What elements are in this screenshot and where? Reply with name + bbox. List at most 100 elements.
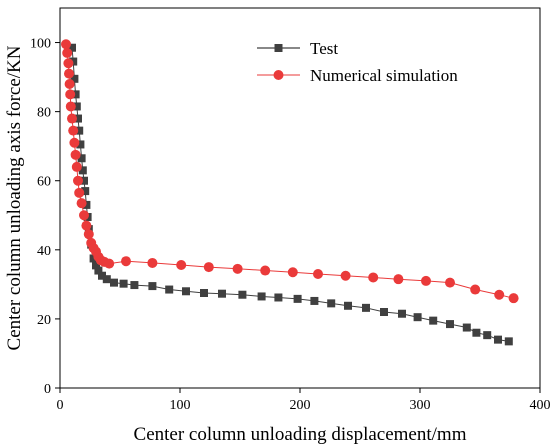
x-tick-label: 100	[170, 398, 191, 413]
series-test-point	[70, 74, 79, 83]
series-simulation-point	[69, 137, 80, 148]
series-test-point	[71, 90, 80, 99]
series-test-point	[68, 43, 76, 52]
series-test-point	[293, 294, 302, 303]
series-simulation-point	[71, 161, 82, 172]
series-simulation-point	[68, 125, 79, 136]
x-tick-label: 200	[290, 398, 311, 413]
series-test-point	[80, 176, 88, 185]
series-simulation-point	[81, 220, 92, 231]
series-test-point	[494, 335, 502, 344]
legend-test-marker	[274, 44, 283, 52]
y-axis-title: Center column unloading axis force/KN	[4, 45, 25, 350]
series-test-point	[119, 279, 128, 288]
series-test-point	[483, 331, 492, 340]
series-test-point	[472, 328, 481, 337]
series-test-point	[98, 271, 106, 280]
series-test-point	[69, 57, 78, 66]
series-test-point	[344, 301, 352, 310]
series-test-line	[71, 47, 509, 342]
y-tick-label: 100	[30, 37, 51, 52]
series-test-point	[130, 281, 139, 290]
series-test-point	[165, 285, 174, 294]
series-simulation-point	[79, 210, 89, 221]
series-test-point	[94, 266, 103, 275]
legend-test-label: Test	[310, 39, 338, 58]
y-tick-label: 80	[37, 106, 51, 121]
legend: Test Numerical simulation	[257, 39, 458, 85]
series-simulation-point	[64, 79, 75, 89]
series-simulation-point	[65, 101, 76, 112]
series-simulation-point	[73, 175, 83, 186]
series-simulation-point	[393, 274, 404, 285]
series-test-point	[148, 282, 157, 291]
y-tick-label: 60	[37, 175, 51, 190]
series-simulation-point	[63, 58, 74, 69]
series-test-point	[92, 261, 100, 270]
y-axis-ticks: 0 20 40 60 80 100	[30, 37, 60, 397]
y-tick-label: 20	[37, 313, 51, 328]
series-simulation-point	[147, 257, 158, 268]
series-test-point	[75, 126, 84, 135]
series-simulation-point	[313, 269, 323, 279]
series-test-point	[77, 154, 86, 163]
x-axis-ticks: 0 100 200 300 400	[57, 388, 550, 413]
series-simulation-point	[260, 265, 271, 276]
series-simulation-point	[287, 267, 298, 278]
series-test-point	[327, 299, 336, 308]
series-test-point	[380, 308, 388, 316]
series-test-point	[74, 114, 82, 123]
series-simulation-point	[121, 256, 131, 267]
series-test-point	[274, 293, 283, 302]
x-tick-label: 0	[57, 398, 64, 413]
y-tick-label: 40	[37, 244, 51, 259]
series-simulation-point	[74, 187, 85, 198]
series-simulation-point	[494, 289, 505, 300]
series-test-point	[429, 316, 438, 325]
series-test-point	[462, 323, 471, 332]
series-simulation-point	[232, 263, 243, 274]
series-simulation-point	[368, 272, 379, 283]
series-test-point	[102, 275, 111, 284]
series-simulation-point	[61, 39, 71, 50]
series-test-point	[110, 278, 118, 287]
series-simulation-point	[421, 275, 431, 286]
series-simulation-point	[176, 260, 187, 271]
series-simulation-point	[62, 47, 73, 58]
series-test-point	[218, 289, 226, 298]
series-test-point	[200, 289, 208, 297]
series-test-point	[398, 309, 406, 318]
series-simulation-point	[76, 198, 87, 209]
y-tick-label: 0	[44, 382, 51, 397]
series-simulation-point	[70, 149, 81, 160]
series-simulation-point	[64, 68, 74, 79]
series-layer	[61, 39, 519, 346]
series-test-point	[413, 313, 422, 322]
series-test-point	[257, 292, 266, 301]
series-simulation-point	[65, 89, 76, 100]
series-test-point	[362, 303, 370, 312]
series-test-point	[76, 140, 85, 149]
x-tick-label: 400	[530, 398, 550, 413]
series-simulation-point	[203, 262, 214, 273]
series-test-point	[238, 290, 247, 299]
series-simulation-point	[104, 258, 115, 269]
series-test-point	[81, 187, 90, 196]
series-test-point	[72, 102, 81, 111]
series-simulation-point	[340, 270, 351, 281]
series-simulation-point	[83, 229, 94, 240]
series-test-point	[89, 254, 98, 263]
series-simulation-point	[508, 293, 519, 304]
series-test-point	[82, 200, 91, 209]
series-simulation-point	[67, 113, 77, 124]
series-test-point	[446, 320, 454, 329]
legend-simulation-marker	[273, 70, 284, 80]
series-test-point	[310, 296, 319, 305]
series-test-point	[78, 166, 87, 175]
legend-simulation-label: Numerical simulation	[310, 66, 458, 85]
series-simulation-point	[470, 284, 481, 295]
series-test-point	[504, 337, 513, 346]
series-simulation-point	[445, 277, 455, 288]
x-axis-title: Center column unloading displacement/mm	[134, 424, 467, 445]
